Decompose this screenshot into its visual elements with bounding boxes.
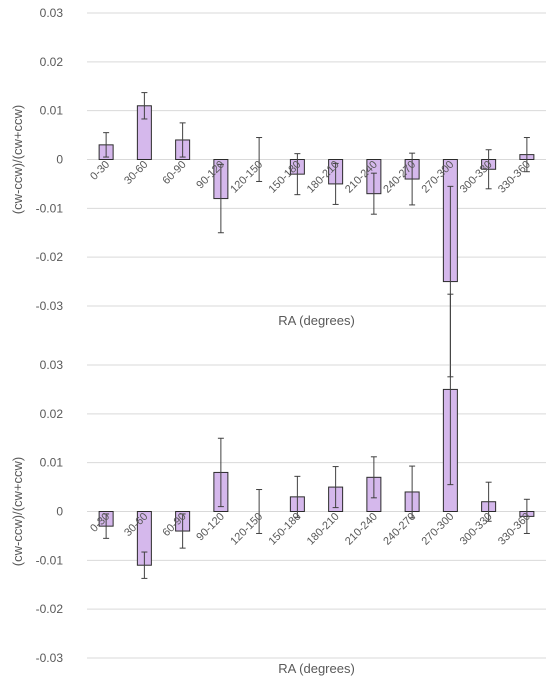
x-tick-label: 300-330 xyxy=(458,159,495,196)
error-bar-60-90 xyxy=(179,513,186,549)
error-bar-240-270 xyxy=(409,465,416,519)
error-bar-210-240 xyxy=(370,172,377,215)
y-axis-title: (cw-ccw)/(cw+ccw) xyxy=(10,105,25,214)
error-bar-150-180 xyxy=(294,475,301,518)
x-tick-label: 0-30 xyxy=(88,159,112,183)
y-tick-label: -0.02 xyxy=(36,250,64,264)
y-tick-label: 0 xyxy=(56,153,63,167)
y-tick-label: -0.01 xyxy=(36,553,64,567)
y-tick-label: 0.01 xyxy=(40,456,64,470)
x-tick-label: 150-180 xyxy=(266,511,303,548)
error-bar-330-360 xyxy=(523,137,530,173)
x-tick-label: 120-150 xyxy=(228,511,265,548)
x-tick-label: 240-270 xyxy=(381,511,418,548)
error-bar-270-300 xyxy=(447,293,454,486)
error-bar-30-60 xyxy=(141,92,148,120)
error-bar-0-30 xyxy=(103,513,110,539)
error-bar-180-210 xyxy=(332,162,339,205)
y-tick-label: 0 xyxy=(56,505,63,519)
error-bar-180-210 xyxy=(332,466,339,509)
error-bar-330-360 xyxy=(523,498,530,534)
error-bar-300-330 xyxy=(485,149,492,190)
x-tick-label: 120-150 xyxy=(228,159,265,196)
y-tick-label: 0.03 xyxy=(40,358,64,372)
error-bar-60-90 xyxy=(179,122,186,158)
x-tick-label: 330-360 xyxy=(496,511,533,548)
error-bar-150-180 xyxy=(294,153,301,196)
y-tick-label: -0.01 xyxy=(36,201,64,215)
bottom-chart: 0.030.020.010-0.01-0.02-0.030-30 30-60 60-… xyxy=(10,293,546,676)
x-tick-label: 180-210 xyxy=(305,511,342,548)
y-tick-label: 0.01 xyxy=(40,104,64,118)
error-bar-120-150 xyxy=(256,137,263,182)
error-bar-300-330 xyxy=(485,481,492,522)
error-bar-30-60 xyxy=(141,551,148,579)
y-tick-label: -0.03 xyxy=(36,299,64,313)
x-tick-label: 300-330 xyxy=(458,511,495,548)
x-axis-title: RA (degrees) xyxy=(278,313,355,328)
x-tick-label: 210-240 xyxy=(343,511,380,548)
x-tick-label: 30-60 xyxy=(122,159,150,187)
x-axis-title: RA (degrees) xyxy=(278,661,355,676)
y-tick-label: -0.02 xyxy=(36,602,64,616)
x-tick-label: 90-120 xyxy=(194,511,227,544)
y-tick-label: 0.02 xyxy=(40,55,64,69)
y-tick-label: 0.03 xyxy=(40,6,64,20)
y-tick-label: 0.02 xyxy=(40,407,64,421)
y-axis-title: (cw-ccw)/(cw+ccw) xyxy=(10,457,25,566)
y-tick-label: -0.03 xyxy=(36,651,64,665)
error-bar-210-240 xyxy=(370,456,377,499)
x-tick-label: 270-300 xyxy=(419,511,456,548)
error-bar-240-270 xyxy=(409,152,416,206)
error-bar-120-150 xyxy=(256,489,263,534)
top-chart: 0.03 0.02 0.01 0 -0.01 -0.02 -0.03 0-30 30-60 60-… xyxy=(10,6,546,378)
x-tick-label: 60-90 xyxy=(160,159,188,187)
error-bar-0-30 xyxy=(103,132,110,158)
error-bar-90-120 xyxy=(217,163,224,234)
error-bar-90-120 xyxy=(217,437,224,508)
x-tick-label: 150-180 xyxy=(266,159,303,196)
x-tick-label: 330-360 xyxy=(496,159,533,196)
